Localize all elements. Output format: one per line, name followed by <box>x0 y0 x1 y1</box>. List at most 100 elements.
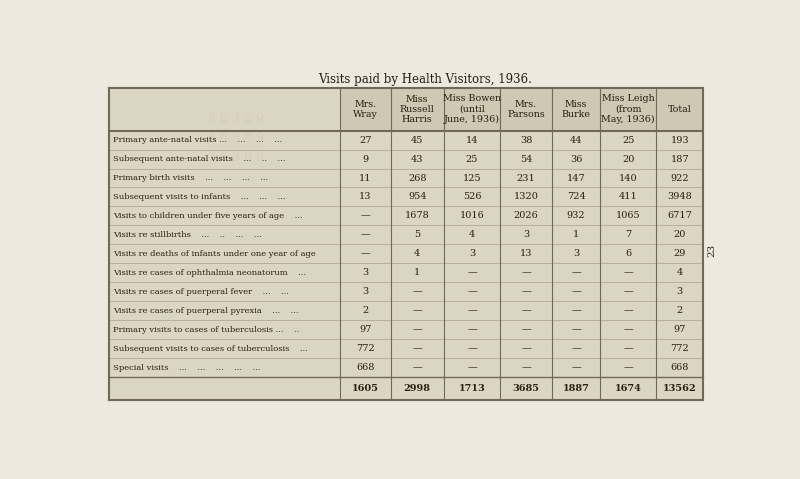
Text: 2: 2 <box>362 306 369 315</box>
Text: Visits re cases of puerperal pyrexia    ...    ...: Visits re cases of puerperal pyrexia ...… <box>113 307 298 315</box>
Text: 772: 772 <box>670 344 689 353</box>
Text: 772: 772 <box>356 344 374 353</box>
Text: 922: 922 <box>670 173 689 182</box>
Text: 2: 2 <box>677 306 682 315</box>
Text: 1: 1 <box>414 268 420 277</box>
Text: 4: 4 <box>469 230 475 240</box>
Text: 36: 36 <box>570 155 582 163</box>
Text: Visits re cases of ophthalmia neonatorum    ...: Visits re cases of ophthalmia neonatorum… <box>113 269 306 277</box>
Text: 1887: 1887 <box>562 384 590 393</box>
Text: —: — <box>521 344 531 353</box>
Text: 11: 11 <box>359 173 372 182</box>
Text: 1678: 1678 <box>405 211 430 220</box>
Text: Miss Bowen
(until
June, 1936): Miss Bowen (until June, 1936) <box>443 94 501 125</box>
Text: 1713: 1713 <box>458 384 486 393</box>
Text: 668: 668 <box>670 363 689 372</box>
Text: Visits to children under five years of age    ...: Visits to children under five years of a… <box>113 212 302 220</box>
Text: 411: 411 <box>619 193 638 202</box>
Text: —: — <box>467 287 477 296</box>
Text: 3948: 3948 <box>667 193 692 202</box>
Text: 724: 724 <box>566 193 586 202</box>
Text: 5: 5 <box>414 230 420 240</box>
Text: 954: 954 <box>408 193 426 202</box>
Text: —: — <box>521 268 531 277</box>
Text: —: — <box>361 250 370 258</box>
Text: 9: 9 <box>362 155 369 163</box>
Text: —: — <box>361 230 370 240</box>
Text: —: — <box>571 306 581 315</box>
Text: Subsequent ante-natal visits    ...    ..    ...: Subsequent ante-natal visits ... .. ... <box>113 155 286 163</box>
Text: —: — <box>467 325 477 334</box>
Text: Visits re deaths of infants under one year of age: Visits re deaths of infants under one ye… <box>113 250 316 258</box>
Text: —: — <box>412 287 422 296</box>
Text: Primary visits to cases of tuberculosis ...    ..: Primary visits to cases of tuberculosis … <box>113 326 299 334</box>
Text: Visits re cases of puerperal fever    ...    ...: Visits re cases of puerperal fever ... .… <box>113 288 289 296</box>
Text: 3: 3 <box>362 268 369 277</box>
Text: —: — <box>571 287 581 296</box>
Text: 1320: 1320 <box>514 193 538 202</box>
Text: —: — <box>623 325 633 334</box>
Text: 29: 29 <box>674 250 686 258</box>
Text: 3: 3 <box>469 250 475 258</box>
Text: Mrs.
Parsons: Mrs. Parsons <box>507 100 545 119</box>
Text: 45: 45 <box>411 136 423 145</box>
Text: Special visits    ...    ...    ...    ...    ...: Special visits ... ... ... ... ... <box>113 364 261 372</box>
Text: 125: 125 <box>462 173 482 182</box>
Text: 54: 54 <box>520 155 532 163</box>
Text: Visits re stillbirths    ...    ..    ...    ...: Visits re stillbirths ... .. ... ... <box>113 231 262 239</box>
Text: 43: 43 <box>411 155 423 163</box>
Text: 20: 20 <box>674 230 686 240</box>
Text: 147: 147 <box>566 173 586 182</box>
Text: —: — <box>412 344 422 353</box>
Text: 668: 668 <box>356 363 374 372</box>
Text: 187: 187 <box>670 155 689 163</box>
Bar <box>110 88 703 400</box>
Text: —: — <box>571 344 581 353</box>
Text: 8 6 3 8 9: 8 6 3 8 9 <box>208 151 263 164</box>
Text: Total: Total <box>668 105 691 114</box>
Text: 14: 14 <box>466 136 478 145</box>
Text: 7: 7 <box>625 230 631 240</box>
Text: Miss
Burke: Miss Burke <box>562 100 590 119</box>
Text: Primary ante-natal visits ...    ...    ...    ...: Primary ante-natal visits ... ... ... ..… <box>113 136 282 144</box>
Text: —: — <box>467 344 477 353</box>
Text: —: — <box>361 211 370 220</box>
Text: 3685: 3685 <box>513 384 539 393</box>
Text: —: — <box>521 306 531 315</box>
Text: —: — <box>521 287 531 296</box>
Text: —: — <box>521 325 531 334</box>
Text: —: — <box>412 363 422 372</box>
Text: 3: 3 <box>677 287 682 296</box>
Text: —: — <box>521 363 531 372</box>
Text: Miss Leigh
(from
May, 1936): Miss Leigh (from May, 1936) <box>602 94 655 125</box>
Text: 1605: 1605 <box>352 384 379 393</box>
Text: 8 6 3 8 9: 8 6 3 8 9 <box>208 132 263 145</box>
Text: Subsequent visits to infants    ...    ...    ...: Subsequent visits to infants ... ... ... <box>113 193 286 201</box>
Text: 4: 4 <box>677 268 682 277</box>
Text: 6717: 6717 <box>667 211 692 220</box>
Text: 44: 44 <box>570 136 582 145</box>
Text: 23: 23 <box>708 243 717 257</box>
Text: Miss
Russell
Harris: Miss Russell Harris <box>400 94 434 125</box>
Text: 3: 3 <box>362 287 369 296</box>
Text: 97: 97 <box>674 325 686 334</box>
Text: 1016: 1016 <box>460 211 484 220</box>
Text: 3: 3 <box>523 230 529 240</box>
Bar <box>340 88 703 131</box>
Text: 2026: 2026 <box>514 211 538 220</box>
Text: 27: 27 <box>359 136 372 145</box>
Text: 97: 97 <box>359 325 372 334</box>
Text: 20: 20 <box>622 155 634 163</box>
Text: 140: 140 <box>619 173 638 182</box>
Text: 193: 193 <box>670 136 689 145</box>
Text: 25: 25 <box>466 155 478 163</box>
Text: —: — <box>412 325 422 334</box>
Text: —: — <box>467 268 477 277</box>
Text: Mrs.
Wray: Mrs. Wray <box>353 100 378 119</box>
Text: —: — <box>623 344 633 353</box>
Text: —: — <box>467 363 477 372</box>
Text: —: — <box>467 306 477 315</box>
Text: 268: 268 <box>408 173 426 182</box>
Text: —: — <box>623 306 633 315</box>
Text: Primary birth visits    ...    ...    ...    ...: Primary birth visits ... ... ... ... <box>113 174 268 182</box>
